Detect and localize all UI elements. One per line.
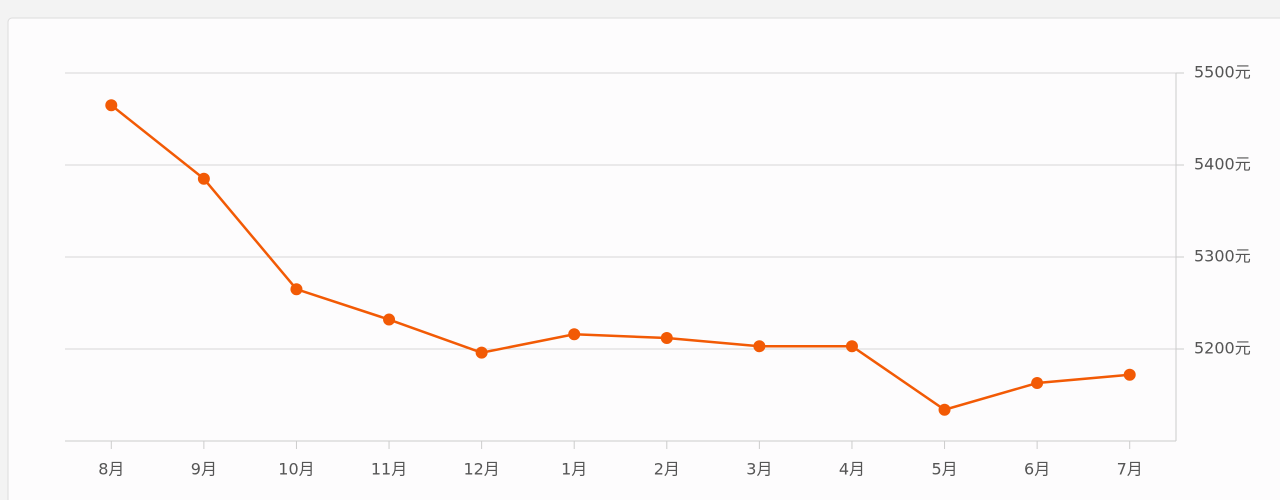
x-tick-label: 1月: [561, 460, 587, 479]
point: [938, 403, 951, 416]
x-tick-label: 2月: [654, 460, 680, 479]
point: [290, 283, 303, 296]
y-tick-label: 5300元: [1194, 247, 1251, 266]
x-tick-label: 10月: [278, 460, 314, 479]
y-tick-label: 5400元: [1194, 155, 1251, 174]
point: [753, 340, 766, 353]
x-tick-label: 3月: [746, 460, 772, 479]
point: [1123, 368, 1136, 381]
x-tick-label: 5月: [931, 460, 957, 479]
point: [660, 331, 673, 344]
x-tick-label: 7月: [1117, 460, 1143, 479]
line: [110, 104, 1130, 412]
x-tick-label: 12月: [463, 460, 499, 479]
x-tick-label: 6月: [1024, 460, 1050, 479]
y-tick-label: 5200元: [1194, 339, 1251, 358]
point: [197, 172, 210, 185]
x-tick-label: 11月: [371, 460, 407, 479]
point: [568, 328, 581, 341]
point: [475, 346, 488, 359]
point: [845, 340, 858, 353]
x-tick-label: 9月: [191, 460, 217, 479]
y-tick-label: 5500元: [1194, 63, 1251, 82]
point: [1031, 377, 1044, 390]
panel: [7, 17, 1280, 500]
x-tick-label: 8月: [98, 460, 124, 479]
x-tick-label: 4月: [839, 460, 865, 479]
point: [383, 313, 396, 326]
point: [105, 99, 118, 112]
